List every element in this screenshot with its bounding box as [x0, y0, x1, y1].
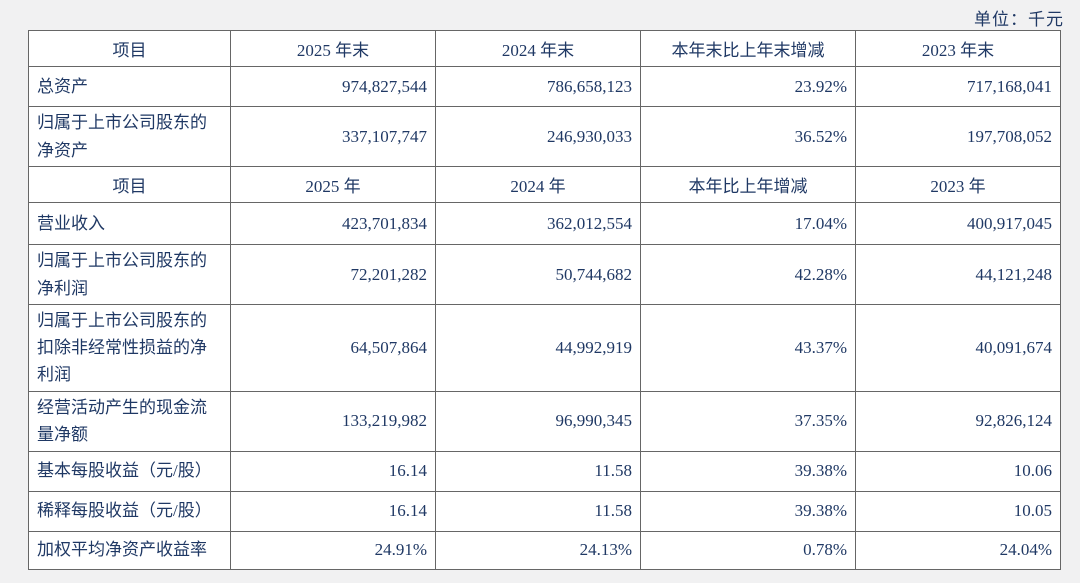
row-basic-eps: 基本每股收益（元/股） 16.14 11.58 39.38% 10.06 — [28, 450, 1061, 492]
value-cell: 24.04% — [855, 530, 1061, 570]
value-cell: 23.92% — [640, 66, 856, 107]
row-label: 归属于上市公司股东的净利润 — [28, 244, 231, 305]
value-cell: 16.14 — [230, 450, 436, 492]
financial-summary-table: 项目 2025 年末 2024 年末 本年末比上年末增减 2023 年末 总资产… — [28, 30, 1061, 570]
value-cell: 337,107,747 — [230, 106, 436, 167]
row-label: 营业收入 — [28, 202, 231, 245]
header-cell-2024: 2024 年 — [435, 166, 641, 203]
value-cell: 717,168,041 — [855, 66, 1061, 107]
value-cell: 133,219,982 — [230, 390, 436, 452]
header-cell-2025-end: 2025 年末 — [230, 30, 436, 67]
row-operating-revenue: 营业收入 423,701,834 362,012,554 17.04% 400,… — [28, 202, 1061, 245]
row-net-profit-attributable: 归属于上市公司股东的净利润 72,201,282 50,744,682 42.2… — [28, 244, 1061, 305]
unit-label: 单位：千元 — [974, 10, 1064, 29]
header-cell-yoy-change: 本年比上年增减 — [640, 166, 856, 203]
row-label: 稀释每股收益（元/股） — [28, 490, 231, 532]
value-cell: 786,658,123 — [435, 66, 641, 107]
row-label: 归属于上市公司股东的净资产 — [28, 106, 231, 167]
value-cell: 974,827,544 — [230, 66, 436, 107]
value-cell: 44,992,919 — [435, 304, 641, 392]
value-cell: 72,201,282 — [230, 244, 436, 305]
value-cell: 24.91% — [230, 530, 436, 570]
value-cell: 0.78% — [640, 530, 856, 570]
value-cell: 197,708,052 — [855, 106, 1061, 167]
row-label: 总资产 — [28, 66, 231, 107]
row-label: 加权平均净资产收益率 — [28, 530, 231, 570]
value-cell: 17.04% — [640, 202, 856, 245]
value-cell: 362,012,554 — [435, 202, 641, 245]
row-label: 经营活动产生的现金流量净额 — [28, 390, 231, 452]
row-label: 基本每股收益（元/股） — [28, 450, 231, 492]
value-cell: 40,091,674 — [855, 304, 1061, 392]
header-cell-2023-end: 2023 年末 — [855, 30, 1061, 67]
value-cell: 64,507,864 — [230, 304, 436, 392]
header-row-year: 项目 2025 年 2024 年 本年比上年增减 2023 年 — [28, 166, 1061, 203]
row-net-assets-attributable: 归属于上市公司股东的净资产 337,107,747 246,930,033 36… — [28, 106, 1061, 167]
header-cell-2025: 2025 年 — [230, 166, 436, 203]
value-cell: 36.52% — [640, 106, 856, 167]
value-cell: 96,990,345 — [435, 390, 641, 452]
value-cell: 39.38% — [640, 490, 856, 532]
value-cell: 24.13% — [435, 530, 641, 570]
row-net-profit-deducting-nonrecurring: 归属于上市公司股东的扣除非经常性损益的净利润 64,507,864 44,992… — [28, 304, 1061, 392]
header-cell-2024-end: 2024 年末 — [435, 30, 641, 67]
value-cell: 37.35% — [640, 390, 856, 452]
row-label: 归属于上市公司股东的扣除非经常性损益的净利润 — [28, 304, 231, 392]
value-cell: 39.38% — [640, 450, 856, 492]
header-cell-item: 项目 — [28, 166, 231, 203]
header-cell-2023: 2023 年 — [855, 166, 1061, 203]
value-cell: 50,744,682 — [435, 244, 641, 305]
header-cell-yoy-end-change: 本年末比上年末增减 — [640, 30, 856, 67]
value-cell: 400,917,045 — [855, 202, 1061, 245]
value-cell: 44,121,248 — [855, 244, 1061, 305]
row-total-assets: 总资产 974,827,544 786,658,123 23.92% 717,1… — [28, 66, 1061, 107]
value-cell: 16.14 — [230, 490, 436, 532]
value-cell: 11.58 — [435, 450, 641, 492]
value-cell: 11.58 — [435, 490, 641, 532]
header-row-year-end: 项目 2025 年末 2024 年末 本年末比上年末增减 2023 年末 — [28, 30, 1061, 67]
value-cell: 246,930,033 — [435, 106, 641, 167]
value-cell: 92,826,124 — [855, 390, 1061, 452]
value-cell: 43.37% — [640, 304, 856, 392]
row-diluted-eps: 稀释每股收益（元/股） 16.14 11.58 39.38% 10.05 — [28, 490, 1061, 532]
row-operating-cash-flow: 经营活动产生的现金流量净额 133,219,982 96,990,345 37.… — [28, 390, 1061, 452]
value-cell: 423,701,834 — [230, 202, 436, 245]
header-cell-item: 项目 — [28, 30, 231, 67]
value-cell: 10.06 — [855, 450, 1061, 492]
row-weighted-avg-roe: 加权平均净资产收益率 24.91% 24.13% 0.78% 24.04% — [28, 530, 1061, 570]
value-cell: 10.05 — [855, 490, 1061, 532]
value-cell: 42.28% — [640, 244, 856, 305]
